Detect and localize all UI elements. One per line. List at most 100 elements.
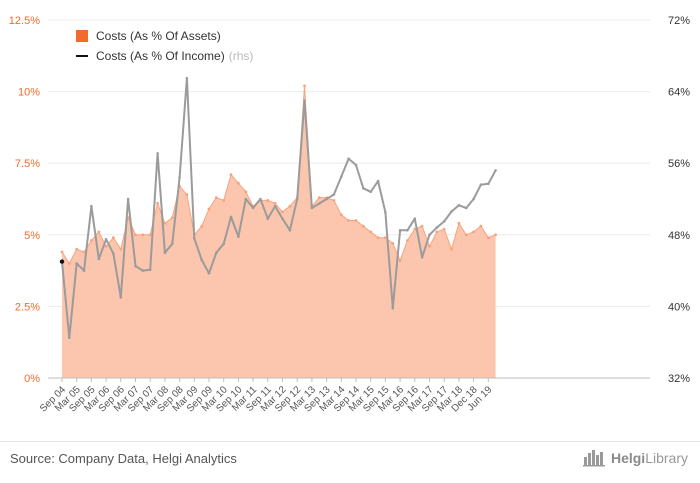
assets-point — [398, 259, 402, 262]
assets-point — [119, 247, 123, 251]
income-point — [273, 204, 277, 208]
left-axis-tick-label: 2.5% — [15, 301, 40, 313]
assets-point — [134, 233, 137, 237]
assets-point — [170, 216, 174, 220]
left-axis-tick-label: 5% — [24, 230, 40, 242]
income-start-marker — [59, 259, 65, 264]
income-point — [457, 204, 461, 207]
income-point — [281, 217, 284, 220]
assets-point — [303, 84, 306, 88]
income-point — [391, 306, 395, 310]
assets-point — [450, 247, 453, 251]
income-point — [376, 179, 380, 183]
assets-point — [163, 221, 167, 225]
assets-point — [376, 236, 380, 240]
income-point — [406, 229, 409, 232]
assets-point — [273, 201, 277, 205]
assets-point — [90, 239, 93, 242]
legend-item-income[interactable]: Costs (As % Of Income) (rhs) — [76, 46, 253, 66]
chart-svg: 0%2.5%5%7.5%10%12.5%32%40%48%56%64%72%Se… — [9, 15, 690, 415]
footer: Source: Company Data, Helgi Analytics He… — [0, 441, 700, 483]
income-point — [141, 269, 145, 272]
income-point — [347, 157, 350, 160]
assets-point — [141, 233, 145, 237]
income-point — [310, 206, 314, 210]
left-axis-tick-label: 7.5% — [15, 158, 40, 170]
assets-point — [82, 250, 86, 254]
income-point — [384, 211, 387, 214]
right-axis-tick-label: 40% — [668, 301, 690, 313]
income-point — [104, 238, 108, 241]
right-axis-tick-label: 32% — [668, 373, 690, 385]
assets-point — [354, 219, 358, 222]
income-line — [61, 77, 497, 339]
income-point — [237, 235, 240, 238]
city-skyline-icon — [582, 450, 605, 467]
assets-point — [406, 239, 409, 242]
assets-point — [428, 244, 431, 248]
assets-point — [237, 181, 240, 185]
income-point — [318, 202, 321, 205]
assets-point — [339, 213, 343, 217]
assets-point — [464, 233, 468, 237]
income-point — [332, 193, 336, 196]
assets-point — [317, 196, 321, 200]
income-point — [97, 257, 101, 261]
income-point — [222, 242, 225, 246]
income-point — [90, 204, 93, 208]
income-point — [126, 197, 130, 201]
left-axis-tick-label: 12.5% — [9, 15, 40, 27]
income-point — [435, 226, 439, 229]
helgi-library-logo[interactable]: Helgi Library — [582, 449, 688, 467]
income-point — [200, 258, 203, 262]
assets-point — [244, 190, 248, 194]
assets-point — [347, 219, 350, 222]
income-point — [494, 169, 497, 172]
income-point — [134, 264, 137, 268]
income-point — [266, 217, 270, 220]
chart: 0% 2.5% 5% 7.5% 10% 12.5% 32% 40% 48% 56% 64% 72% Se… — [9, 15, 690, 415]
assets-point — [148, 233, 152, 237]
assets-point — [185, 193, 189, 197]
income-point — [479, 183, 483, 186]
assets-point — [112, 236, 115, 240]
income-point — [207, 272, 211, 275]
assets-point — [442, 227, 446, 231]
assets-point — [97, 230, 101, 234]
assets-point — [413, 227, 417, 231]
assets-area — [62, 85, 496, 379]
assets-point — [361, 224, 365, 228]
left-axis-tick-label: 0% — [24, 373, 40, 385]
logo-text-rest: Library — [645, 450, 688, 466]
assets-point — [369, 230, 373, 234]
legend: Costs (As % Of Assets) Costs (As % Of In… — [76, 26, 253, 66]
source-text: Source: Company Data, Helgi Analytics — [10, 451, 237, 466]
right-axis-tick-label: 48% — [668, 230, 690, 242]
assets-point — [266, 199, 270, 202]
assets-point — [75, 247, 79, 251]
income-point — [472, 197, 475, 201]
income-point — [68, 336, 71, 340]
income-point — [259, 197, 262, 201]
assets-point — [384, 236, 387, 240]
income-point — [163, 251, 167, 254]
assets-point — [229, 173, 233, 177]
income-point — [251, 206, 255, 210]
income-point — [215, 251, 218, 254]
assets-point — [472, 230, 475, 234]
assets-point — [222, 199, 226, 202]
legend-item-assets[interactable]: Costs (As % Of Assets) — [76, 26, 253, 46]
assets-point — [494, 233, 497, 237]
legend-label-assets: Costs (As % Of Assets) — [96, 29, 221, 43]
assets-point — [104, 244, 108, 248]
income-point — [340, 175, 343, 178]
income-point — [75, 262, 78, 265]
assets-point — [60, 250, 64, 254]
income-point — [148, 268, 152, 272]
income-point — [369, 190, 373, 194]
assets-point — [67, 262, 71, 265]
assets-area-edge — [61, 85, 496, 265]
income-point — [156, 152, 159, 155]
income-point — [229, 215, 233, 219]
income-point — [295, 197, 299, 201]
